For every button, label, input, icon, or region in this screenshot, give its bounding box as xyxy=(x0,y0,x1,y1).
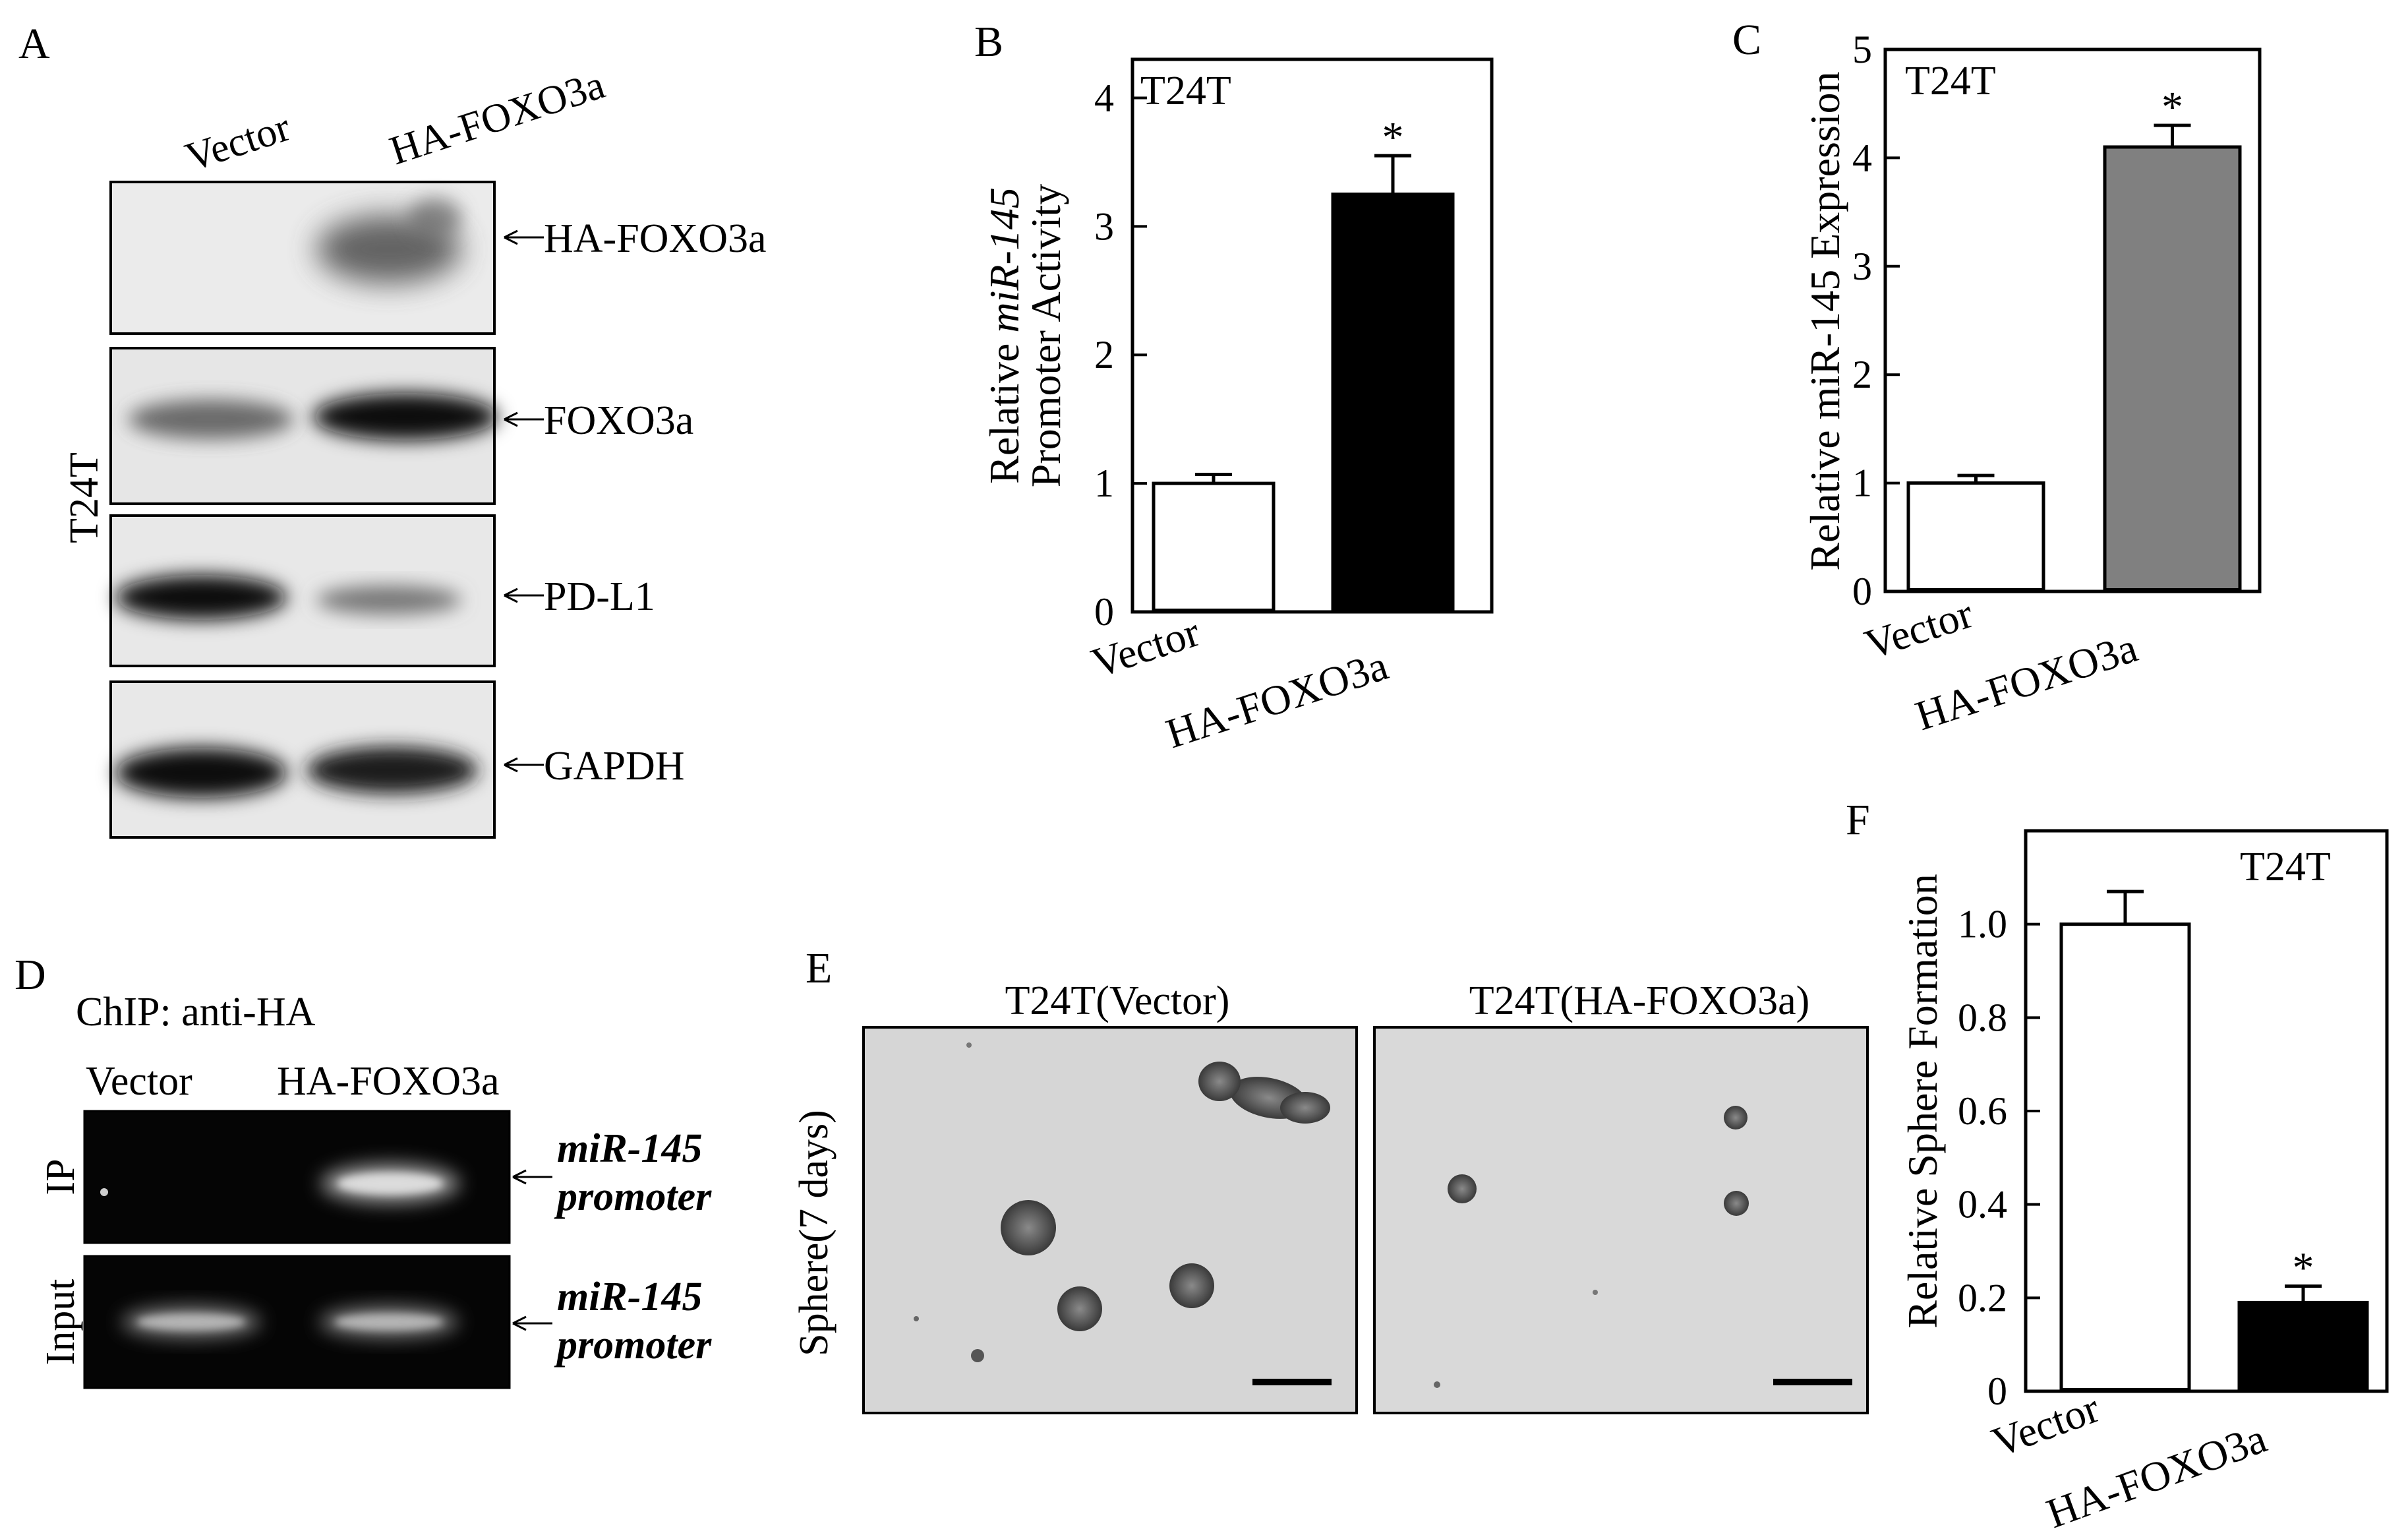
lane-label-vector: Vector xyxy=(180,105,295,181)
panel-letter-a: A xyxy=(18,20,50,68)
gel-target-input-line2: promoter xyxy=(554,1323,712,1368)
scale-bar xyxy=(1773,1379,1852,1385)
y-tick-label: 0 xyxy=(1094,590,1114,634)
y-tick-label: 1 xyxy=(1852,462,1872,505)
chip-lane-vector: Vector xyxy=(86,1059,192,1104)
gel-input xyxy=(83,1255,511,1389)
gel-target-ip-line2: promoter xyxy=(554,1174,712,1219)
panel-letter-d: D xyxy=(15,951,46,999)
panel-letter-c: C xyxy=(1732,16,1761,64)
significance-mark: * xyxy=(2293,1244,2314,1292)
y-tick-label: 3 xyxy=(1852,245,1872,288)
y-tick-label: 0 xyxy=(1987,1369,2007,1413)
y-tick-label: 0 xyxy=(1852,570,1872,613)
y-tick-label: 1.0 xyxy=(1958,903,2007,946)
y-tick-label: 2 xyxy=(1094,333,1114,376)
arrow-icon xyxy=(512,1315,552,1331)
inset-label-c: T24T xyxy=(1905,59,1996,104)
y-tick-label: 0.4 xyxy=(1958,1183,2007,1226)
chart-frame-c xyxy=(1883,47,2262,593)
bar-ha-foxo3a xyxy=(2237,1300,2369,1391)
y-tick-label: 0.8 xyxy=(1958,996,2007,1039)
blot-gapdh xyxy=(109,680,496,839)
gel-row-label-input: Input xyxy=(38,1279,83,1366)
panel-e: E T24T(Vector) T24T(HA-FOXO3a) Sphere(7 … xyxy=(792,944,1869,1414)
y-axis-label-f: Relative Sphere Formation xyxy=(1899,874,1946,1329)
micrograph-ha-foxo3a xyxy=(1373,1026,1869,1414)
panel-letter-b: B xyxy=(974,18,1003,66)
blot-label-ha-foxo3a: HA-FOXO3a xyxy=(544,216,767,261)
gel-row-label-ip: IP xyxy=(38,1159,83,1195)
arrow-icon xyxy=(504,587,544,603)
gel-ip xyxy=(83,1110,511,1244)
micrograph-vector xyxy=(862,1026,1358,1414)
lane-label-ha-foxo3a: HA-FOXO3a xyxy=(384,62,610,173)
y-tick-label: 0.6 xyxy=(1958,1089,2007,1133)
y-tick-label: 5 xyxy=(1852,28,1872,71)
blot-label-gapdh: GAPDH xyxy=(544,744,685,789)
y-tick-label: 0.2 xyxy=(1958,1276,2007,1319)
blot-pd-l1 xyxy=(109,514,496,667)
panel-letter-e: E xyxy=(806,944,832,992)
blot-ha-foxo3a xyxy=(109,181,496,335)
chip-lane-ha-foxo3a: HA-FOXO3a xyxy=(277,1059,500,1104)
arrow-icon xyxy=(504,229,544,245)
panel-f: F T24T 00.20.40.60.81.0Vector*HA-FOXO3a … xyxy=(1846,796,2389,1535)
blot-arrow-labels xyxy=(504,229,544,773)
panel-d: D ChIP: anti-HA Vector HA-FOXO3a IP Inpu… xyxy=(15,951,712,1389)
bar-ha-foxo3a xyxy=(2103,145,2242,591)
inset-label-b: T24T xyxy=(1140,69,1231,113)
y-axis-label-b: Relative miR-145 xyxy=(981,187,1028,484)
image-title-vector: T24T(Vector) xyxy=(1005,978,1230,1023)
image-ylabel: Sphere(7 days) xyxy=(792,1110,837,1356)
bar-vector xyxy=(2059,922,2191,1391)
chart-frame-b xyxy=(1131,57,1494,614)
significance-mark: * xyxy=(1382,113,1404,162)
scale-bar xyxy=(1252,1379,1332,1385)
blot-foxo3a xyxy=(109,347,498,505)
gel-target-ip-line1: miR-145 xyxy=(557,1126,702,1171)
y-tick-label: 4 xyxy=(1094,76,1114,119)
inset-label-f: T24T xyxy=(2240,845,2331,889)
bar-ha-foxo3a xyxy=(1331,193,1455,612)
y-axis-label-b-line2: Promoter Activity xyxy=(1022,184,1069,487)
cell-line-label: T24T xyxy=(62,452,107,543)
category-label: Vector xyxy=(1859,589,1978,668)
blot-label-foxo3a: FOXO3a xyxy=(544,398,693,443)
y-tick-label: 3 xyxy=(1094,204,1114,248)
significance-mark: * xyxy=(2161,83,2183,131)
chip-title: ChIP: anti-HA xyxy=(76,990,316,1035)
panel-letter-f: F xyxy=(1846,796,1870,844)
arrow-icon xyxy=(504,411,544,427)
bar-vector xyxy=(1906,481,2045,591)
arrow-icon xyxy=(504,757,544,773)
y-tick-label: 2 xyxy=(1852,353,1872,396)
gel-arrows xyxy=(512,1169,552,1331)
category-label: HA-FOXO3a xyxy=(1160,642,1393,757)
panel-a: A Vector HA-FOXO3a T24T xyxy=(18,20,767,839)
bar-vector xyxy=(1152,481,1276,612)
image-title-ha-foxo3a: T24T(HA-FOXO3a) xyxy=(1469,978,1810,1023)
arrow-icon xyxy=(512,1169,552,1185)
y-tick-label: 4 xyxy=(1852,136,1872,179)
gel-target-input-line1: miR-145 xyxy=(557,1275,702,1319)
y-tick-label: 1 xyxy=(1094,462,1114,505)
blot-label-pd-l1: PD-L1 xyxy=(544,574,655,619)
y-axis-label-c: Relative miR-145 Expression xyxy=(1802,71,1848,570)
